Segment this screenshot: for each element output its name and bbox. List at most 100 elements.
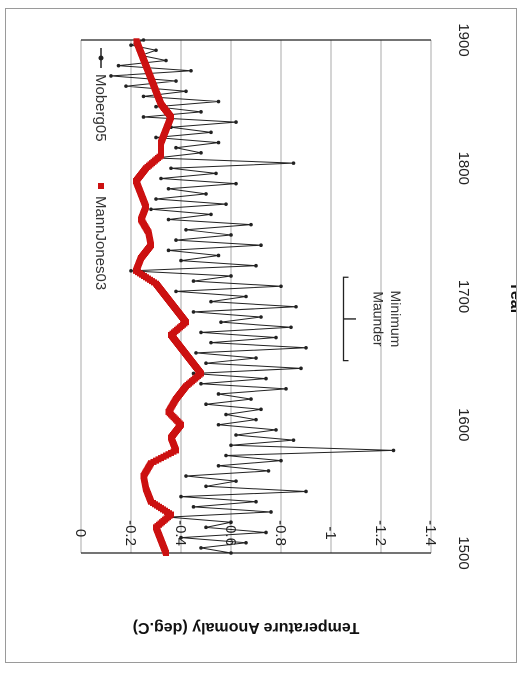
annotation-line2: Minimum (388, 291, 404, 348)
moberg05-point (204, 402, 208, 407)
moberg05-point (254, 356, 258, 360)
moberg05-point (179, 535, 183, 540)
moberg05-point (291, 161, 296, 165)
moberg05-point (149, 207, 153, 212)
moberg05-point (154, 197, 158, 201)
y-tick-labels: 0 -0.2 -0.4 -0.6 -0.8 -1 -1.2 -1.4 (72, 520, 439, 546)
moberg05-point (124, 84, 128, 88)
y-tick-label: -0.8 (272, 520, 289, 546)
moberg05-point (199, 546, 203, 550)
y-tick-label: 0 (72, 529, 89, 537)
moberg05-point (244, 540, 248, 545)
moberg05-point (209, 340, 213, 345)
moberg05-point (259, 243, 263, 247)
moberg05-point (216, 140, 221, 145)
mannjones03-point (133, 38, 140, 45)
x-tick-label: 1600 (455, 408, 472, 441)
moberg05-point (274, 335, 278, 340)
moberg05-point (266, 469, 271, 473)
moberg05-point (259, 315, 263, 319)
moberg05-point (174, 145, 178, 150)
moberg05-point (204, 361, 208, 365)
moberg05-point (179, 258, 183, 263)
moberg05-point (164, 58, 168, 63)
x-tick-label: 1700 (455, 280, 472, 313)
plot-area (80, 38, 432, 556)
moberg05-point (199, 151, 203, 155)
moberg05-point (224, 202, 228, 206)
moberg05-point (216, 99, 221, 104)
moberg05-point (229, 520, 233, 525)
moberg05-point (214, 171, 218, 176)
moberg05-point (229, 443, 233, 448)
moberg05-point (179, 494, 183, 499)
moberg05-point (216, 422, 221, 427)
x-tick-label: 1900 (455, 23, 472, 56)
y-tick-label: -1.4 (422, 520, 439, 546)
moberg05-point (224, 453, 228, 458)
moberg05-point (279, 284, 283, 289)
legend-moberg-label: Moberg05 (92, 74, 109, 142)
moberg05-point (274, 428, 278, 432)
moberg05-point (269, 510, 273, 514)
moberg05-point (194, 351, 198, 355)
maunder-annotation: Maunder Minimum (342, 276, 404, 362)
moberg05-point (216, 463, 221, 468)
moberg05-point (191, 279, 196, 283)
moberg05-point (391, 448, 396, 453)
moberg05-point (204, 192, 208, 196)
legend-mannjones-marker (98, 183, 104, 189)
moberg05-point (204, 525, 208, 530)
y-tick-label: -0.2 (122, 520, 139, 546)
moberg05-point (289, 325, 293, 330)
moberg05-point (169, 166, 173, 171)
moberg05-point (234, 181, 238, 186)
moberg05-point (249, 397, 253, 401)
moberg05-point (209, 212, 213, 217)
moberg05-point (154, 48, 158, 53)
moberg05-point (159, 176, 163, 181)
moberg05-point (209, 299, 213, 304)
moberg05-point (259, 407, 263, 412)
moberg05-point (291, 438, 296, 442)
moberg05-point (199, 330, 203, 335)
y-tick-label: -1 (322, 526, 339, 539)
moberg05-point (229, 233, 233, 237)
moberg05-point (294, 304, 298, 309)
moberg05-point (216, 253, 221, 258)
moberg05-point (184, 228, 188, 232)
moberg05-point (254, 417, 258, 422)
moberg05-point (141, 94, 146, 99)
moberg05-point (154, 104, 158, 109)
moberg05-point (249, 222, 253, 227)
chart-frame: 0 -0.2 -0.4 -0.6 -0.8 -1 -1.2 -1.4 1500 1600 1700… (5, 8, 517, 663)
y-tick-label: -0.4 (172, 520, 189, 546)
moberg05-point (166, 186, 171, 191)
chart-svg: 0 -0.2 -0.4 -0.6 -0.8 -1 -1.2 -1.4 1500 1600 1700… (72, 23, 516, 636)
moberg05-point (204, 484, 208, 489)
moberg05-point (184, 474, 188, 478)
moberg05-point (244, 294, 248, 299)
moberg05-point (141, 115, 146, 119)
x-tick-labels: 1500 1600 1700 1800 1900 (455, 23, 472, 569)
moberg05-point (109, 74, 113, 78)
moberg05-point (304, 489, 308, 494)
moberg05-point (184, 89, 188, 94)
moberg05-point (229, 551, 233, 555)
annotation-line1: Maunder (371, 291, 387, 347)
moberg05-point (224, 412, 228, 417)
moberg05-point (141, 38, 146, 42)
moberg05-point (254, 263, 258, 268)
legend-mannjones-label: MannJones03 (92, 196, 109, 290)
x-tick-label: 1500 (455, 536, 472, 569)
moberg05-point (254, 499, 258, 504)
maunder-brace (342, 276, 356, 362)
moberg05-point (264, 376, 268, 381)
moberg05-point (304, 345, 308, 350)
moberg05-point (229, 274, 233, 278)
moberg05-point (166, 217, 171, 222)
moberg05-point (154, 135, 158, 140)
legend-moberg-marker (98, 55, 104, 61)
moberg05-point (234, 433, 238, 437)
y-tick-label: -0.6 (222, 520, 239, 546)
